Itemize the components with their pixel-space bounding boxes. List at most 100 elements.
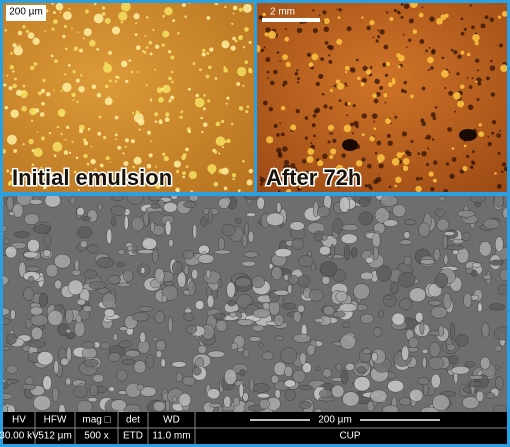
droplet — [155, 184, 161, 189]
droplet — [108, 95, 111, 97]
droplet — [90, 145, 93, 148]
droplet — [355, 160, 363, 167]
droplet — [111, 184, 115, 188]
droplet — [181, 3, 186, 8]
droplet — [145, 172, 156, 183]
pore — [444, 86, 447, 90]
droplet — [168, 76, 172, 81]
pore — [433, 160, 438, 165]
droplet — [337, 16, 341, 19]
droplet — [398, 54, 405, 62]
droplet — [161, 43, 165, 47]
grain — [463, 292, 473, 308]
grain — [322, 368, 332, 378]
grain — [96, 257, 115, 268]
droplet — [63, 24, 67, 29]
grain — [23, 251, 39, 259]
grain — [209, 403, 222, 408]
droplet — [54, 59, 58, 64]
grain — [330, 243, 335, 259]
defect — [342, 139, 358, 151]
grain — [323, 305, 335, 316]
pore — [364, 184, 368, 188]
grain — [125, 349, 141, 358]
grain — [82, 305, 93, 313]
grain — [399, 239, 413, 246]
pore — [430, 186, 435, 192]
pore — [379, 86, 384, 90]
droplet — [18, 44, 21, 47]
droplet — [391, 78, 396, 82]
grain — [141, 237, 158, 250]
droplet — [262, 12, 266, 17]
droplet — [15, 89, 23, 96]
droplet — [330, 148, 337, 155]
grain — [44, 196, 61, 208]
grain — [502, 207, 507, 219]
droplet — [43, 185, 47, 190]
pore — [489, 17, 495, 23]
droplet — [86, 179, 91, 184]
pore — [313, 134, 316, 138]
droplet — [87, 127, 91, 131]
pore — [322, 10, 327, 15]
droplet — [135, 45, 141, 51]
grain — [338, 303, 357, 313]
pore — [434, 106, 438, 109]
grain — [495, 375, 504, 391]
droplet — [83, 37, 85, 40]
droplet — [109, 161, 112, 163]
grain — [23, 287, 35, 302]
droplet — [268, 30, 277, 39]
droplet — [187, 129, 192, 134]
droplet — [36, 172, 43, 178]
pore — [421, 6, 424, 9]
pore — [465, 154, 470, 159]
droplet — [361, 133, 365, 137]
grain — [365, 256, 374, 264]
grain — [167, 317, 173, 334]
pore — [338, 99, 342, 103]
pore — [489, 65, 496, 71]
droplet — [146, 130, 151, 135]
grain — [65, 328, 72, 334]
pore — [445, 162, 450, 166]
droplet — [65, 125, 70, 130]
pore — [408, 38, 412, 42]
grain — [308, 288, 324, 302]
grain — [3, 393, 14, 400]
pore — [323, 104, 328, 109]
pore — [318, 14, 321, 17]
droplet — [154, 44, 160, 49]
grain — [188, 279, 196, 297]
grain — [163, 281, 175, 287]
grain — [87, 397, 98, 403]
grain — [332, 311, 346, 318]
droplet — [135, 110, 140, 115]
grain — [422, 356, 427, 369]
droplet — [377, 154, 385, 162]
grain — [217, 237, 225, 252]
grain — [206, 294, 215, 308]
grain — [471, 262, 482, 268]
droplet — [164, 117, 170, 122]
pore — [323, 26, 330, 33]
droplet — [409, 3, 418, 9]
droplet — [22, 25, 26, 29]
pore — [421, 121, 427, 127]
droplet — [201, 130, 204, 134]
droplet — [136, 71, 139, 73]
grain — [51, 387, 59, 403]
grain — [273, 313, 284, 326]
droplet — [311, 53, 319, 61]
pore — [277, 151, 282, 156]
droplet — [401, 152, 405, 155]
pore — [430, 112, 436, 118]
droplet — [63, 177, 66, 180]
pore — [344, 82, 347, 86]
grain — [344, 244, 351, 261]
grain — [282, 302, 297, 310]
grain — [271, 266, 283, 281]
droplet — [8, 86, 13, 91]
grain — [110, 205, 126, 217]
